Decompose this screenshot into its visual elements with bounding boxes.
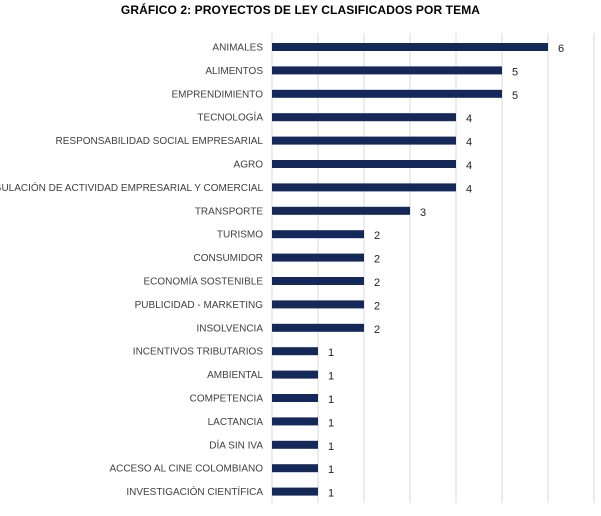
data-label: 1	[328, 488, 334, 500]
bar-7	[272, 206, 410, 215]
data-label: 2	[374, 300, 380, 312]
bar-13	[272, 347, 318, 356]
bar-6	[272, 183, 456, 192]
category-label: INVESTIGACIÓN CIENTÍFICA	[126, 485, 263, 498]
data-label: 1	[328, 441, 334, 453]
data-label: 5	[512, 66, 518, 78]
data-label: 1	[328, 394, 334, 406]
bars	[272, 43, 548, 496]
data-label: 1	[328, 347, 334, 359]
category-label: TECNOLOGÍA	[197, 111, 263, 124]
category-label: AMBIENTAL	[207, 370, 263, 381]
data-label: 1	[328, 464, 334, 476]
data-label: 3	[420, 207, 426, 219]
bar-9	[272, 253, 364, 262]
data-label: 4	[466, 160, 472, 172]
category-label: TRANSPORTE	[195, 206, 263, 217]
bar-14	[272, 370, 318, 379]
data-label: 2	[374, 230, 380, 242]
bar-10	[272, 277, 364, 285]
data-label: 6	[558, 43, 564, 55]
category-label: ACCESO AL CINE COLOMBIANO	[109, 464, 263, 475]
bar-16	[272, 417, 318, 426]
data-label: 2	[374, 277, 380, 289]
data-label: 4	[466, 183, 472, 195]
bar-0	[272, 43, 548, 51]
gridlines	[271, 33, 595, 503]
category-label: CONSUMIDOR	[194, 253, 263, 264]
data-label: 4	[466, 113, 472, 125]
category-label: AGRO	[234, 160, 264, 171]
bar-3	[272, 113, 456, 122]
data-label: 1	[328, 417, 334, 429]
data-label: 1	[328, 371, 334, 383]
bar-15	[272, 394, 318, 402]
bar-19	[272, 487, 318, 496]
category-labels: ANIMALES ALIMENTOS EMPRENDIMIENTO TECNOLOGÍ…	[0, 43, 263, 499]
bar-12	[272, 323, 364, 332]
bar-17	[272, 440, 318, 449]
category-label: RESPONSABILIDAD SOCIAL EMPRESARIAL	[56, 136, 264, 147]
category-label: INSOLVENCIA	[197, 323, 264, 334]
category-label: ECONOMÍA SOSTENIBLE	[144, 275, 264, 288]
category-label: PUBLICIDAD - MARKETING	[135, 300, 264, 311]
category-label: TURISMO	[217, 230, 263, 241]
category-label: ANIMALES	[212, 43, 263, 54]
chart-title: GRÁFICO 2: PROYECTOS DE LEY CLASIFICADOS…	[120, 3, 481, 17]
bar-4	[272, 136, 456, 145]
data-label: 2	[374, 254, 380, 266]
category-label: ALIMENTOS	[205, 66, 263, 77]
category-label: DÍA SIN IVA	[209, 438, 263, 451]
bar-18	[272, 464, 318, 473]
bar-8	[272, 230, 364, 239]
bar-2	[272, 89, 502, 98]
category-label: REGULACIÓN DE ACTIVIDAD EMPRESARIAL Y CO…	[0, 181, 263, 194]
category-label: INCENTIVOS TRIBUTARIOS	[133, 347, 264, 358]
bar-5	[272, 160, 456, 168]
bar-11	[272, 300, 364, 309]
category-label: COMPETENCIA	[190, 394, 264, 405]
category-label: EMPRENDIMIENTO	[172, 89, 264, 100]
data-labels: 6 5 5 4 4 4 4 3 2 2 2 2 2 1 1 1 1 1 1 1	[328, 43, 564, 500]
category-label: LACTANCIA	[208, 417, 264, 428]
bar-1	[272, 66, 502, 75]
data-label: 2	[374, 324, 380, 336]
data-label: 4	[466, 137, 472, 149]
data-label: 5	[512, 90, 518, 102]
